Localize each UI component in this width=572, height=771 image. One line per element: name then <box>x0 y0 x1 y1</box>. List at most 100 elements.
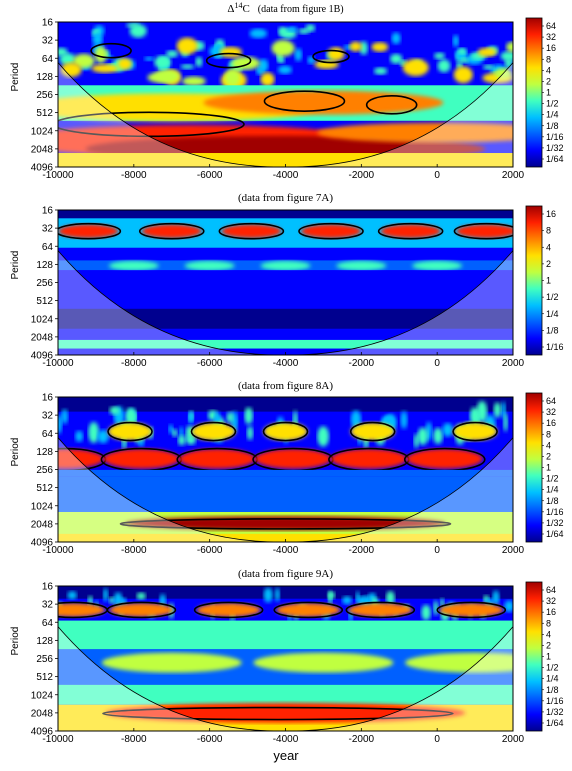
x-tick-label: 2000 <box>502 734 525 745</box>
noise-blob <box>244 407 253 425</box>
colorbar-tick-label: 1/64 <box>546 529 564 539</box>
noise-blob <box>195 56 203 67</box>
noise-blob <box>136 592 146 600</box>
power-band <box>58 469 513 477</box>
noise-blob <box>247 425 254 441</box>
noise-blob <box>263 587 273 603</box>
noise-blob <box>342 596 352 605</box>
colorbar-tick-label: 1/32 <box>546 518 564 528</box>
y-tick-label: 2048 <box>31 519 54 530</box>
significance-contour <box>273 601 344 619</box>
noise-blob <box>386 591 395 605</box>
y-tick-label: 512 <box>36 672 53 683</box>
y-axis-label: Period <box>10 251 21 280</box>
power-blob <box>402 58 429 77</box>
power-band <box>58 397 513 412</box>
peak-60 <box>191 422 236 441</box>
colorbar-tick-label: 4 <box>546 65 551 75</box>
cone-of-influence-line <box>58 250 513 355</box>
colorbar <box>525 17 543 168</box>
noise-blob <box>503 412 508 432</box>
y-tick-label: 256 <box>36 465 53 476</box>
noise-blob <box>442 422 453 437</box>
peak-60 <box>263 422 308 441</box>
peak-32 <box>221 224 282 239</box>
cone-of-influence-shade <box>58 437 513 542</box>
y-tick-label: 4096 <box>31 351 54 362</box>
power-blob <box>176 37 198 55</box>
noise-blob <box>165 50 179 58</box>
significance-contour <box>349 421 396 442</box>
colorbar-tick-label: 1 <box>546 88 551 98</box>
power-blob <box>506 41 513 53</box>
x-tick-label: -6000 <box>197 734 223 745</box>
noise-blob <box>298 28 310 34</box>
noise-blob <box>154 55 171 69</box>
x-tick-label: 0 <box>434 734 440 745</box>
noise-blob <box>177 435 186 446</box>
wave-256 <box>405 652 513 673</box>
significance-contour <box>138 222 205 240</box>
colorbar-tick-label: 1/4 <box>546 674 559 684</box>
noise-blob <box>75 430 84 443</box>
power-band <box>58 586 513 599</box>
noise-blob <box>421 604 431 621</box>
y-tick-label: 32 <box>42 224 54 235</box>
cone-of-influence-shade <box>58 626 513 731</box>
colorbar-tick-label: 32 <box>546 596 556 606</box>
x-tick-label: -2000 <box>349 734 375 745</box>
noise-blob <box>58 414 63 434</box>
wavelet-panel-4: (data from figure 9A)1632641282565121024… <box>10 568 564 745</box>
colorbar-tick-label: 1/16 <box>546 696 564 706</box>
noise-blob <box>437 59 451 73</box>
noise-blob <box>188 411 194 424</box>
noise-blob <box>144 56 154 61</box>
colorbar-tick-label: 1/16 <box>546 507 564 517</box>
colorbar-tick-label: 4 <box>546 242 551 252</box>
y-tick-label: 16 <box>42 206 54 217</box>
colorbar-tick-label: 1/2 <box>546 663 559 673</box>
noise-blob <box>168 424 174 435</box>
power-blob <box>317 122 513 143</box>
peak-180 <box>406 448 483 469</box>
colorbar-tick-label: 16 <box>546 607 556 617</box>
power-band <box>58 620 513 650</box>
noise-blob <box>59 52 76 66</box>
y-tick-label: 128 <box>36 260 53 271</box>
power-band <box>58 153 513 167</box>
significance-contour <box>190 421 237 442</box>
colorbar-tick-label: 1/4 <box>546 309 559 319</box>
peak-180 <box>255 448 332 469</box>
colorbar-tick-label: 2 <box>546 76 551 86</box>
colorbar-tick-label: 1/64 <box>546 154 564 164</box>
colorbar-tick-label: 1/4 <box>546 485 559 495</box>
noise-blob <box>433 427 443 445</box>
y-tick-label: 64 <box>42 618 54 629</box>
noise-blob <box>92 32 103 46</box>
x-tick-label: -8000 <box>121 358 147 369</box>
noise-blob <box>294 48 303 62</box>
panel-title: (data from figure 8A) <box>238 380 333 392</box>
colorbar-tick-label: 4 <box>546 440 551 450</box>
peak-32 <box>380 224 441 239</box>
x-tick-label: 2000 <box>502 545 525 556</box>
cone-of-influence-line <box>58 62 513 167</box>
noise-blob <box>88 421 100 444</box>
colorbar-tick-label: 1 <box>546 276 551 286</box>
significance-contour <box>218 222 285 240</box>
power-band <box>58 210 513 219</box>
significance-contour <box>193 601 264 619</box>
x-tick-label: -10000 <box>42 545 74 556</box>
power-blob <box>349 41 362 52</box>
x-tick-label: -2000 <box>349 358 375 369</box>
band-128 <box>184 260 235 271</box>
y-tick-label: 256 <box>36 90 53 101</box>
panel-title: (data from figure 7A) <box>238 192 333 204</box>
y-tick-label: 256 <box>36 654 53 665</box>
significance-contour <box>452 421 498 442</box>
y-tick-label: 64 <box>42 54 54 65</box>
plot-area <box>58 586 513 731</box>
noise-blob <box>433 52 446 60</box>
colorbar <box>525 205 543 356</box>
noise-blob <box>180 64 195 70</box>
